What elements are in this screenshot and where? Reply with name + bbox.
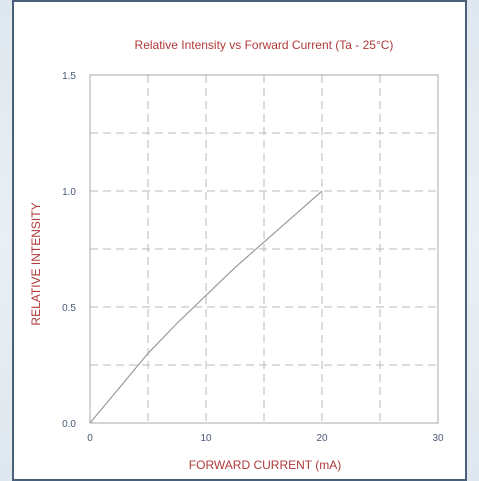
y-tick-label: 1.5 [62,71,76,82]
x-tick-label: 10 [200,433,212,444]
x-axis-label: FORWARD CURRENT (mA) [189,458,341,472]
series-layer [89,190,323,424]
y-tick-label: 0.5 [62,303,76,314]
chart-title: Relative Intensity vs Forward Current (T… [135,38,394,52]
background-left-strip [0,0,12,481]
x-tick-label: 30 [432,433,444,444]
relative-intensity-chart: Relative Intensity vs Forward Current (T… [29,38,444,472]
chart-panel: Relative Intensity vs Forward Current (T… [12,0,467,481]
y-tick-label: 1.0 [62,187,76,198]
grid-lines [90,75,438,423]
y-tick-label: 0.0 [62,419,76,430]
plot-frame [89,74,439,424]
x-tick-label: 20 [316,433,328,444]
background-right-strip [467,0,479,481]
series-line [89,190,323,424]
tick-labels: 0 10 20 30 0.0 0.5 1.0 1.5 [62,71,444,444]
y-axis-label: RELATIVE INTENSITY [29,202,43,325]
x-tick-label: 0 [87,433,93,444]
